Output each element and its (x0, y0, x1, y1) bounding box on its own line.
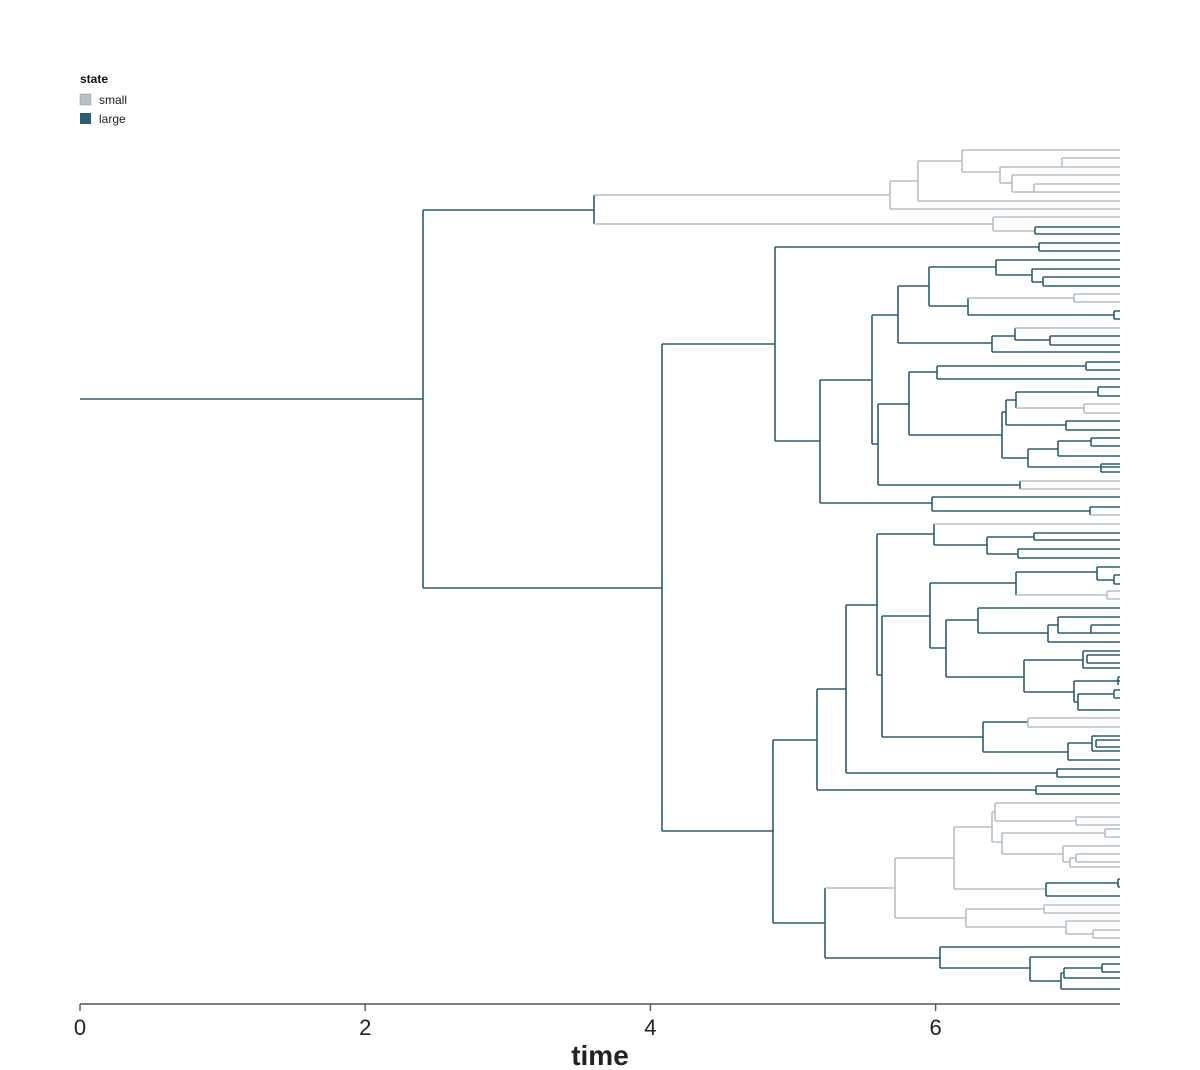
branch (882, 566, 1120, 648)
branch (929, 298, 969, 315)
branch (877, 524, 935, 545)
branch (1027, 717, 1120, 728)
legend-title: state (80, 72, 108, 86)
branch (968, 293, 1120, 303)
branch (1020, 480, 1120, 490)
branch (1002, 437, 1120, 468)
branch (825, 946, 1120, 990)
branch (878, 481, 1021, 489)
legend-swatch-large (80, 113, 91, 124)
branch (934, 532, 1120, 559)
branch (1034, 226, 1120, 235)
branch (895, 904, 1120, 939)
x-axis: 0 2 4 6 time (74, 1003, 1120, 1070)
branch (1006, 386, 1120, 408)
branch (775, 242, 1120, 252)
branch (877, 616, 883, 737)
branch (895, 802, 1120, 889)
branch (825, 858, 896, 918)
branch (1062, 157, 1120, 168)
branch (968, 310, 1120, 320)
branch (909, 400, 1120, 458)
branch (820, 496, 1120, 515)
x-axis-title: time (571, 1040, 629, 1070)
legend-swatch-small (79, 93, 92, 106)
x-axis-tick-label: 0 (74, 1015, 86, 1040)
x-axis-tick-label: 2 (359, 1015, 371, 1040)
branch (930, 607, 1120, 677)
branch (946, 650, 1120, 692)
tree-branches (80, 149, 1120, 990)
branch (846, 534, 878, 675)
branch (1012, 174, 1120, 193)
branch (898, 328, 1120, 353)
branch (662, 740, 774, 923)
branch (983, 735, 1120, 761)
branch (773, 888, 826, 958)
branch (817, 605, 847, 773)
branch (773, 689, 818, 790)
branch (872, 404, 879, 485)
x-axis-tick-label: 4 (644, 1015, 656, 1040)
branch (1016, 590, 1120, 600)
branch (1016, 403, 1120, 414)
legend: state small large (79, 72, 127, 126)
branch (1033, 183, 1120, 193)
branch (878, 361, 1120, 435)
x-axis-tick-label: 6 (929, 1015, 941, 1040)
legend-label-large: large (99, 112, 126, 126)
branch (1100, 463, 1120, 473)
branch (1045, 878, 1120, 897)
legend-label-small: small (99, 93, 127, 107)
branch (1024, 676, 1120, 711)
branch (882, 721, 1028, 752)
branch (1031, 268, 1120, 287)
branch (992, 216, 1120, 232)
branch (817, 785, 1120, 795)
branch (929, 259, 1120, 276)
branch (846, 768, 1120, 778)
branch (992, 828, 1120, 868)
